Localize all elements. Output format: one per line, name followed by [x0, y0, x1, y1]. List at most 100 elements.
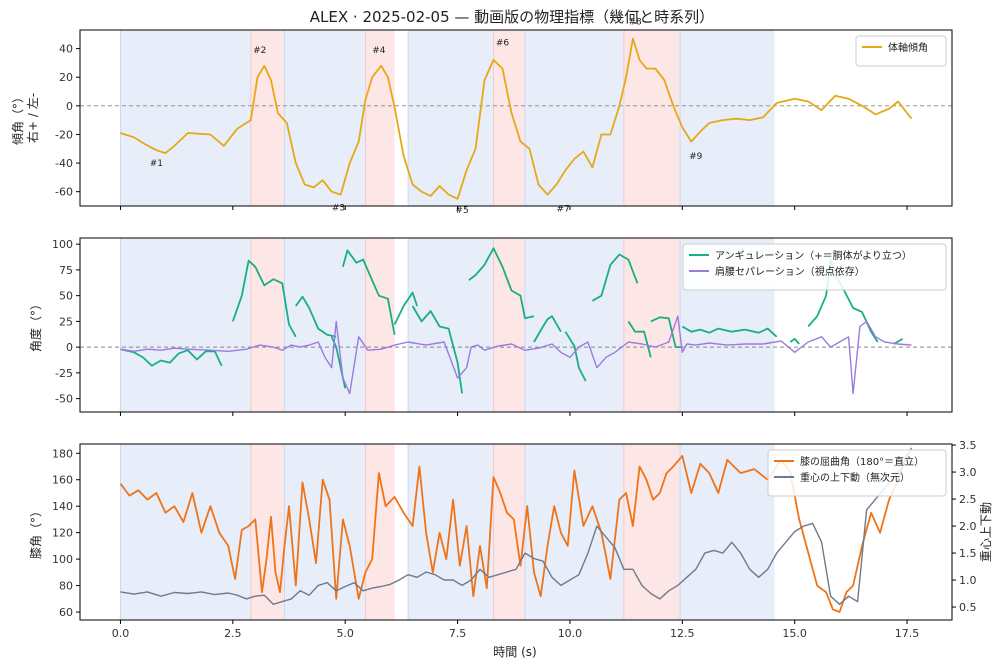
x-tick-label: 12.5: [670, 627, 695, 640]
x-tick-label: 10.0: [558, 627, 583, 640]
series-layer: [120, 37, 913, 200]
phase-band-red: [365, 238, 395, 412]
phase-band-blue: [120, 238, 251, 412]
legend-box: [855, 35, 947, 67]
phase-band-blue: [284, 30, 366, 206]
y-axis-label-line: 膝角（°）: [29, 505, 43, 559]
y-tick-label: -40: [55, 157, 73, 170]
y2-tick-label: 1.0: [959, 574, 977, 587]
phase-band-red: [623, 30, 681, 206]
y-tick-label: 100: [52, 238, 73, 251]
legend: 膝の屈曲角（180°＝直立） 重心の上下動（無次元）: [767, 449, 947, 497]
series-line-com: [120, 447, 913, 605]
phase-band-blue: [408, 444, 494, 620]
phase-band-red: [493, 30, 525, 206]
series-line-angulation: [468, 247, 535, 320]
series-line-angulation: [342, 249, 396, 335]
plot-frame: [79, 443, 953, 621]
panel-1: #1 #2 #3 #4 #5 #6 #7 #8 #9 -60 -40 -20 0 20 40 傾角（°）右+ …: [11, 17, 953, 216]
y-tick-label: 25: [59, 315, 73, 328]
series-line-angulation: [120, 348, 223, 367]
y2-axis-label: 重心上下動: [979, 502, 993, 562]
phase-band-red: [623, 444, 681, 620]
annotation-label: #5: [455, 206, 468, 216]
x-axis-label: 時間 (s): [493, 645, 536, 659]
plot-frame: [79, 237, 953, 413]
x-tick-label: 2.5: [224, 627, 242, 640]
phase-band-blue: [524, 238, 624, 412]
phase-band-blue: [408, 238, 494, 412]
series-line-angulation: [295, 295, 337, 338]
series-line-tilt: [120, 37, 913, 200]
legend-label: 体軸傾角: [888, 41, 928, 54]
phase-band-blue: [284, 444, 366, 620]
y-tick-label: -20: [55, 128, 73, 141]
panel-2: -50 -25 0 25 50 75 100 角度（°） アンギュレーション（+＝胴体がより立つ…: [28, 237, 953, 416]
y-tick-label: 100: [52, 553, 73, 566]
legend-label: 重心の上下動（無次元）: [800, 471, 910, 484]
phase-band-blue: [284, 238, 366, 412]
legend-box: [767, 449, 947, 497]
series-line-angulation: [681, 325, 778, 338]
phase-band-red: [250, 30, 285, 206]
phase-band-blue: [120, 30, 251, 206]
phase-band-red: [493, 238, 525, 412]
y-tick-label: -60: [55, 186, 73, 199]
y2-tick-label: 2.0: [959, 520, 977, 533]
y-tick-label: 140: [52, 500, 73, 513]
y2-tick-label: 3.0: [959, 466, 977, 479]
y2-tick-label: 2.5: [959, 493, 977, 506]
y-axis-label-line: 傾角（°）: [11, 91, 25, 145]
series-line-angulation: [533, 315, 562, 343]
legend-label: アンギュレーション（+＝胴体がより立つ）: [715, 249, 912, 262]
phase-band-red: [365, 444, 395, 620]
y-tick-label: 75: [59, 264, 73, 277]
annotation-label: #9: [689, 152, 703, 162]
phase-band-red: [250, 238, 285, 412]
y-tick-label: 60: [59, 606, 73, 619]
legend: 体軸傾角: [855, 35, 947, 67]
annotation-label: #1: [150, 159, 163, 169]
series-line-angulation: [411, 305, 463, 394]
series-line-knee: [119, 453, 908, 613]
y2-tick-label: 0.5: [959, 601, 977, 614]
y-axis-label-line: 右+ / 左-: [25, 93, 40, 143]
y-tick-label: 180: [52, 447, 73, 460]
y-tick-label: -25: [55, 367, 73, 380]
y-axis-label-line: 角度（°）: [28, 298, 43, 352]
y2-tick-label: 1.5: [959, 547, 977, 560]
y-tick-label: 160: [52, 474, 73, 487]
legend-box: [682, 243, 947, 291]
y-axis-label: 角度（°）: [28, 298, 43, 352]
legend-label: 膝の屈曲角（180°＝直立）: [800, 455, 924, 468]
y2-tick-label: 3.5: [959, 439, 977, 452]
phase-band-blue: [120, 444, 251, 620]
annotation-label: #7: [557, 205, 570, 215]
panel-3: 60 80 100 120 140 160 180 0.5 1.0 1.5 2.0 2.5 3.0 3.5…: [29, 439, 993, 640]
y-tick-label: 0: [66, 100, 73, 113]
series-line-angulation: [591, 253, 639, 302]
phase-band-red: [623, 238, 681, 412]
y-tick-label: 40: [59, 43, 73, 56]
series-line-angulation: [789, 338, 800, 345]
series-layer: [119, 447, 913, 613]
phase-band-blue: [524, 30, 624, 206]
x-tick-label: 5.0: [336, 627, 354, 640]
y-axis-label: 膝角（°）: [29, 505, 43, 559]
series-line-angulation: [393, 291, 418, 325]
x-tick-label: 17.5: [895, 627, 920, 640]
series-line-angulation: [231, 259, 297, 338]
y-tick-label: -50: [55, 393, 73, 406]
series-line-separation: [120, 315, 912, 395]
series-line-angulation: [564, 331, 587, 382]
phase-band-blue: [408, 30, 494, 206]
phase-band-blue: [680, 444, 775, 620]
y-tick-label: 120: [52, 527, 73, 540]
series-line-angulation: [627, 320, 652, 358]
y-axis-label: 傾角（°）右+ / 左-: [11, 91, 40, 145]
phase-band-red: [493, 444, 525, 620]
annotation-label: #4: [372, 46, 386, 56]
y-tick-label: 0: [66, 341, 73, 354]
y-tick-label: 50: [59, 290, 73, 303]
